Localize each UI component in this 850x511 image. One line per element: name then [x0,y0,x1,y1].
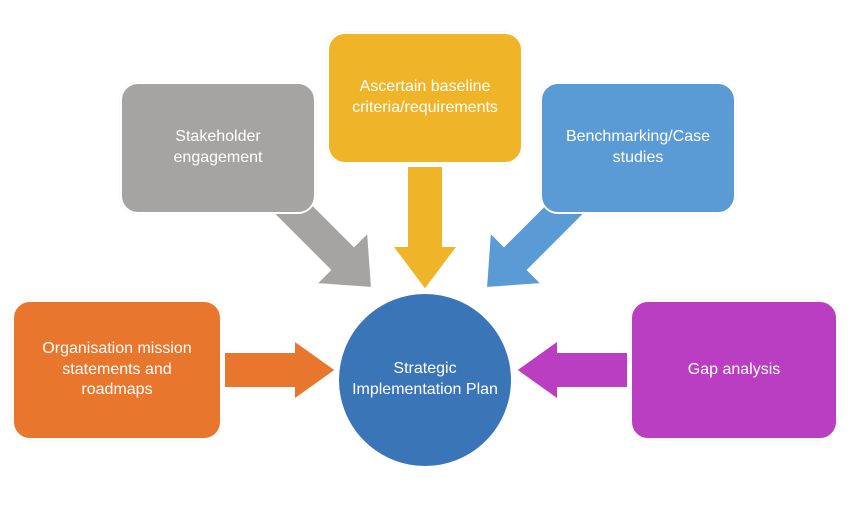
node-benchmarking-label: Benchmarking/Case studies [556,127,720,169]
node-stakeholder-label: Stakeholder engagement [136,127,300,169]
center-node: Strategic Implementation Plan [337,292,513,468]
node-org: Organisation mission statements and road… [12,300,222,440]
node-stakeholder: Stakeholder engagement [120,82,316,214]
node-baseline-label: Ascertain baseline criteria/requirements [343,77,507,119]
node-benchmarking: Benchmarking/Case studies [540,82,736,214]
node-org-label: Organisation mission statements and road… [28,339,206,401]
center-label: Strategic Implementation Plan [339,359,511,401]
diagram-stage: Strategic Implementation Plan Organisati… [0,0,850,511]
node-baseline: Ascertain baseline criteria/requirements [327,32,523,164]
node-gap: Gap analysis [630,300,838,440]
node-gap-label: Gap analysis [688,360,781,381]
